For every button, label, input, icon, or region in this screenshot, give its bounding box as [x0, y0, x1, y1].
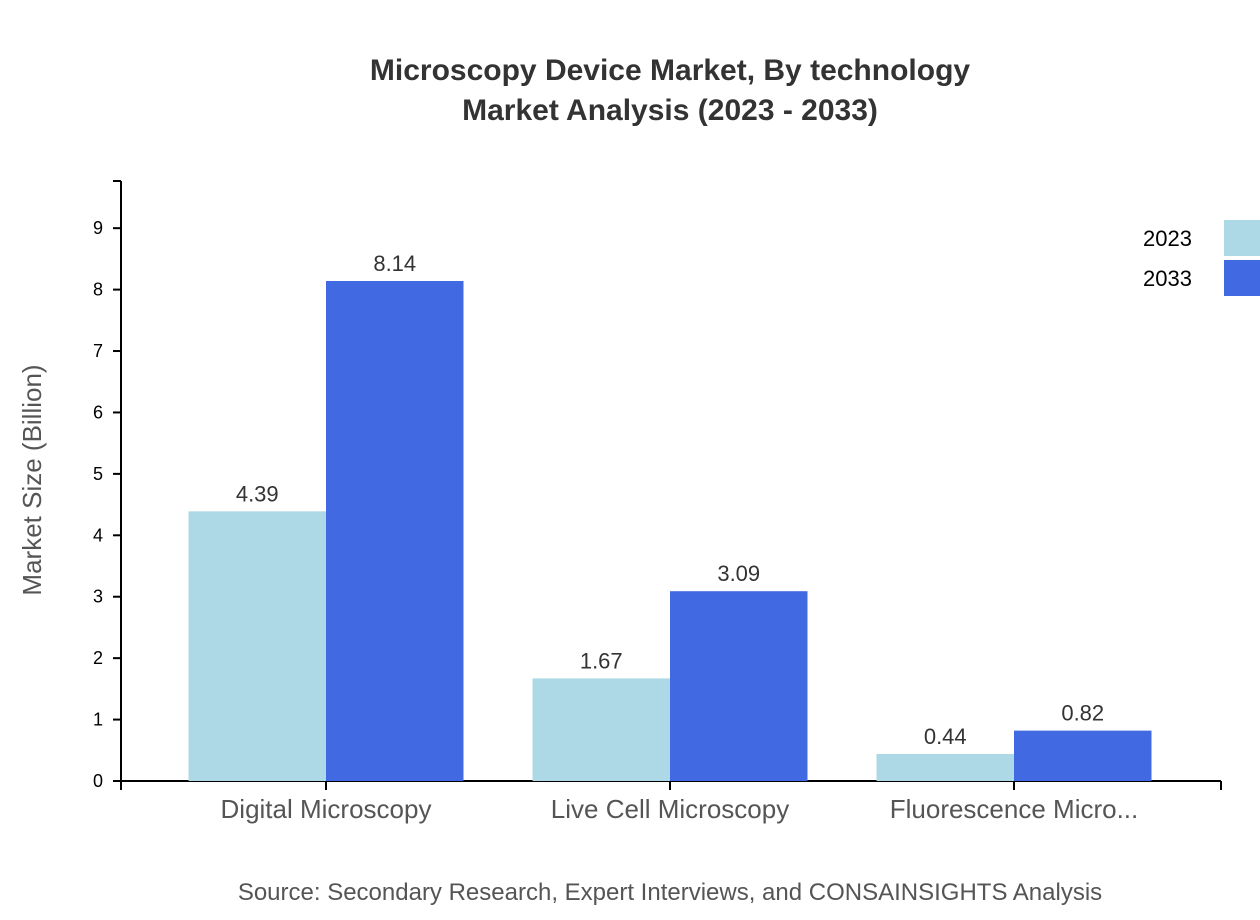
legend-swatch-2023	[1224, 220, 1260, 256]
y-tick-label: 2	[93, 648, 103, 668]
y-tick-label: 4	[93, 525, 103, 545]
bar-2023-1	[532, 678, 670, 781]
y-tick-label: 8	[93, 280, 103, 300]
y-tick-label: 5	[93, 464, 103, 484]
bar-2033-0	[326, 281, 464, 781]
y-tick-label: 6	[93, 402, 103, 422]
x-tick-label: Digital Microscopy	[221, 794, 432, 824]
bar-2023-0	[188, 511, 326, 781]
legend-swatch-2033	[1224, 260, 1260, 296]
x-tick-label: Live Cell Microscopy	[551, 794, 789, 824]
data-label: 3.09	[717, 561, 760, 586]
y-tick-label: 7	[93, 341, 103, 361]
bar-2033-2	[1014, 730, 1152, 781]
bar-2033-1	[670, 591, 808, 781]
y-tick-label: 9	[93, 218, 103, 238]
legend-label: 2033	[1143, 266, 1192, 291]
y-axis-label: Market Size (Billion)	[17, 364, 47, 595]
chart-title: Microscopy Device Market, By technology	[370, 54, 971, 87]
data-label: 0.44	[924, 724, 967, 749]
x-tick-label: Fluorescence Micro...	[890, 794, 1139, 824]
y-tick-label: 1	[93, 710, 103, 730]
y-tick-label: 3	[93, 587, 103, 607]
source-note: Source: Secondary Research, Expert Inter…	[238, 879, 1102, 906]
data-label: 4.39	[236, 481, 279, 506]
data-label: 1.67	[580, 648, 623, 673]
bar-2023-2	[876, 753, 1014, 781]
legend-label: 2023	[1143, 226, 1192, 251]
y-tick-label: 0	[93, 771, 103, 791]
chart-subtitle: Market Analysis (2023 - 2033)	[462, 94, 878, 127]
data-label: 0.82	[1061, 701, 1104, 726]
data-label: 8.14	[373, 251, 416, 276]
